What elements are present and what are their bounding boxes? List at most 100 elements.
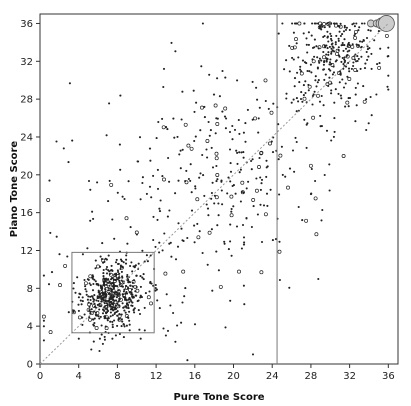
data-point xyxy=(131,301,134,304)
data-point xyxy=(332,22,336,25)
data-point xyxy=(88,309,91,312)
data-point xyxy=(330,39,333,42)
data-point xyxy=(81,253,84,256)
data-point xyxy=(334,41,337,44)
data-point xyxy=(366,45,369,48)
data-point xyxy=(305,43,308,46)
data-point xyxy=(117,277,120,280)
data-point xyxy=(200,65,203,68)
data-point xyxy=(251,198,256,202)
y-tick-label: 4 xyxy=(27,322,33,333)
data-point xyxy=(91,210,94,213)
data-point xyxy=(281,22,284,25)
data-point xyxy=(108,304,111,307)
data-point xyxy=(99,255,102,258)
data-point xyxy=(354,93,357,96)
data-point xyxy=(325,129,329,132)
data-point xyxy=(370,67,373,70)
data-point xyxy=(133,307,136,310)
data-point xyxy=(238,151,241,154)
data-point xyxy=(81,300,84,303)
data-point xyxy=(341,154,346,158)
data-point xyxy=(360,55,363,58)
data-point xyxy=(308,70,311,73)
data-point xyxy=(89,283,92,287)
data-point xyxy=(104,316,107,319)
data-point xyxy=(168,180,171,183)
data-point xyxy=(162,67,166,70)
data-point xyxy=(92,318,95,321)
data-point xyxy=(243,241,246,244)
x-tick-label: 0 xyxy=(37,371,43,382)
data-point xyxy=(354,86,357,89)
data-point xyxy=(120,325,123,328)
data-point xyxy=(278,278,281,282)
data-point xyxy=(89,188,92,191)
data-point xyxy=(347,77,352,81)
data-point xyxy=(139,285,142,288)
data-point xyxy=(158,210,162,213)
data-point xyxy=(293,22,297,25)
data-point xyxy=(133,284,138,289)
data-point xyxy=(212,93,216,96)
data-point xyxy=(242,243,246,246)
data-point xyxy=(170,255,173,258)
data-point xyxy=(311,58,314,61)
data-point xyxy=(93,305,96,308)
data-point xyxy=(103,302,106,305)
data-point xyxy=(77,315,82,320)
data-point xyxy=(351,56,356,61)
data-point xyxy=(102,268,105,272)
data-point xyxy=(347,41,350,44)
data-point xyxy=(243,303,246,306)
data-point xyxy=(235,225,239,228)
data-point xyxy=(327,84,330,88)
data-point xyxy=(181,148,184,151)
data-point xyxy=(119,168,122,171)
data-point xyxy=(343,58,346,61)
data-point xyxy=(288,286,291,289)
data-point xyxy=(128,319,131,322)
data-point xyxy=(131,281,134,284)
data-point xyxy=(208,73,211,76)
data-point xyxy=(353,34,356,37)
data-point xyxy=(118,143,121,146)
data-point xyxy=(135,274,138,277)
data-point xyxy=(356,43,361,48)
data-point xyxy=(334,60,337,63)
data-point xyxy=(265,192,269,195)
data-point xyxy=(310,192,313,195)
data-point xyxy=(181,269,186,274)
data-point xyxy=(148,185,152,188)
data-point xyxy=(335,34,338,37)
data-point xyxy=(92,217,95,220)
data-point xyxy=(110,264,113,267)
data-point xyxy=(321,25,324,28)
data-point xyxy=(294,136,297,139)
data-point xyxy=(109,182,114,187)
data-point xyxy=(299,68,302,71)
data-point xyxy=(113,285,116,288)
data-point xyxy=(330,52,333,55)
data-point xyxy=(77,337,80,340)
data-point xyxy=(174,50,177,53)
data-point xyxy=(122,295,125,298)
data-point xyxy=(263,212,268,217)
data-point xyxy=(106,289,111,294)
data-point xyxy=(111,326,114,329)
data-point xyxy=(221,110,224,113)
data-point xyxy=(214,156,219,161)
data-point xyxy=(123,325,126,328)
data-point xyxy=(144,292,147,295)
data-point xyxy=(325,60,328,63)
data-point xyxy=(366,58,369,61)
data-point xyxy=(237,269,241,274)
data-point xyxy=(102,277,105,280)
data-point xyxy=(99,284,102,287)
data-point xyxy=(307,43,310,46)
data-point xyxy=(359,67,362,70)
data-point xyxy=(334,88,337,91)
data-point xyxy=(122,323,125,326)
data-point xyxy=(354,120,357,123)
data-point xyxy=(329,32,332,35)
